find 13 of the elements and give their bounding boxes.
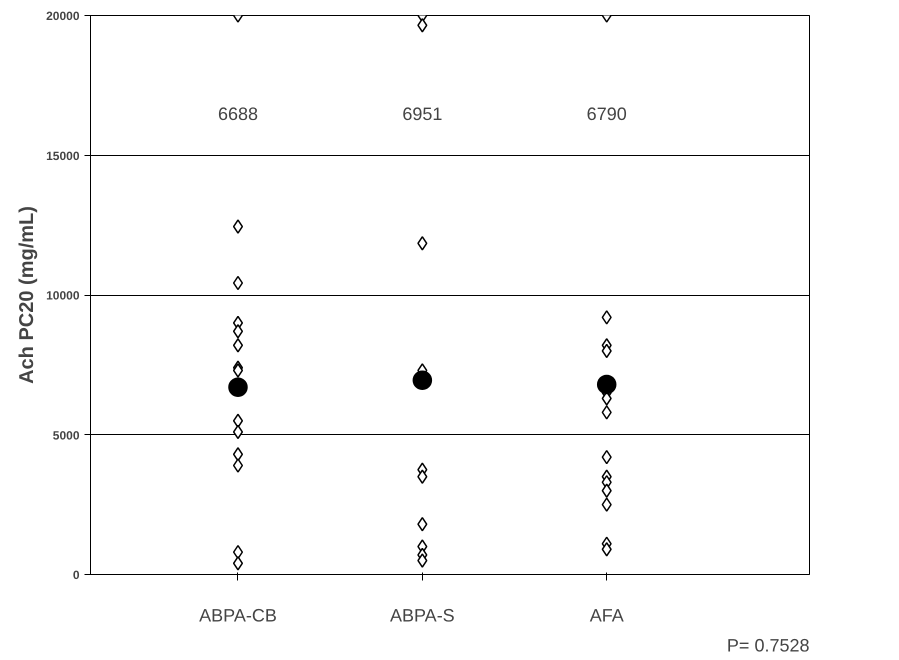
- x-tick-label: ABPA-CB: [199, 606, 277, 626]
- y-tick-label: 20000: [46, 9, 80, 23]
- annotation: 6790: [586, 104, 627, 124]
- y-tick-label: 0: [72, 568, 80, 582]
- annotation: 6688: [218, 104, 258, 124]
- y-tick-label: 5000: [52, 428, 80, 442]
- text: P= 0.7528: [726, 636, 810, 656]
- x-tick-label: AFA: [590, 606, 624, 626]
- y-tick-label: 15000: [46, 148, 80, 163]
- y-tick-label: 10000: [46, 288, 80, 302]
- annotation: 6951: [402, 104, 442, 124]
- x-tick-label: ABPA-S: [390, 606, 455, 626]
- y-axis-title: Ach PC20 (mg/mL): [16, 206, 38, 384]
